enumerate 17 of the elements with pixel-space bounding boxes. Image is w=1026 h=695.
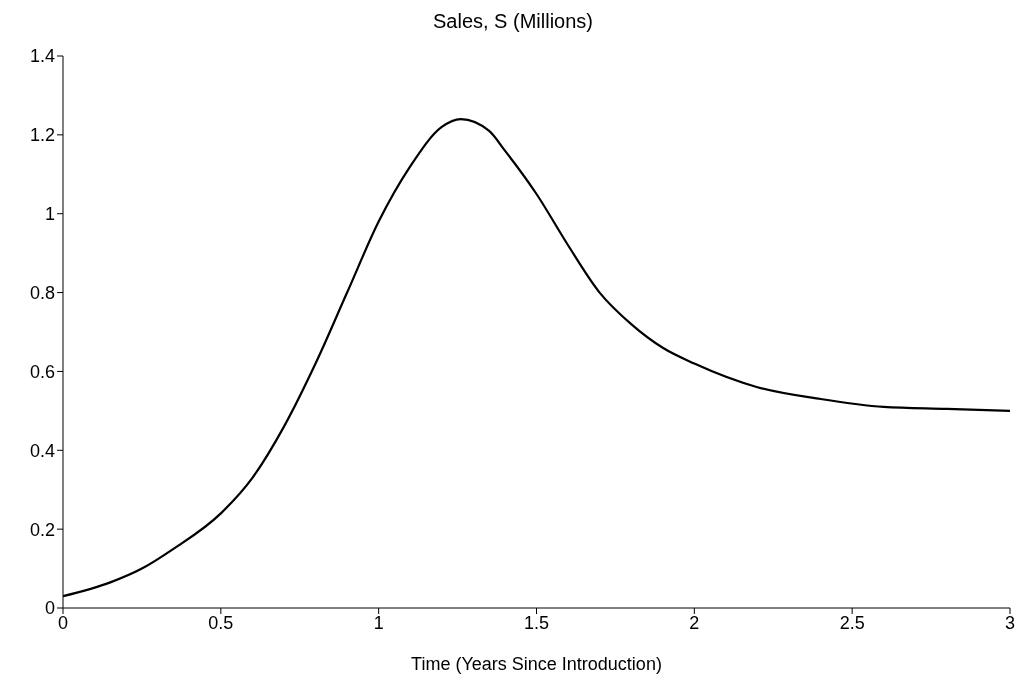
y-tick-label: 0.2 <box>29 519 55 540</box>
x-tick-label: 1.5 <box>523 612 550 633</box>
y-tick-label: 0.4 <box>29 440 55 461</box>
x-tick-label: 0 <box>57 612 69 633</box>
x-tick-label: 2.5 <box>839 612 865 633</box>
y-tick-label: 0.6 <box>29 361 55 382</box>
y-tick-label: 1.4 <box>29 46 55 67</box>
y-tick-label: 0 <box>44 598 55 619</box>
x-tick-label: 2 <box>689 612 700 633</box>
y-tick-label: 0.8 <box>29 282 55 303</box>
x-axis-title: Time (Years Since Introduction) <box>411 654 662 674</box>
chart-title: Sales, S (Millions) <box>431 10 594 33</box>
x-tick-label: 0.5 <box>208 612 234 633</box>
y-tick-label: 1.2 <box>29 125 55 146</box>
x-tick-label: 3 <box>1004 612 1016 633</box>
x-tick-label: 1 <box>373 612 384 633</box>
y-tick-label: 1 <box>44 204 55 225</box>
